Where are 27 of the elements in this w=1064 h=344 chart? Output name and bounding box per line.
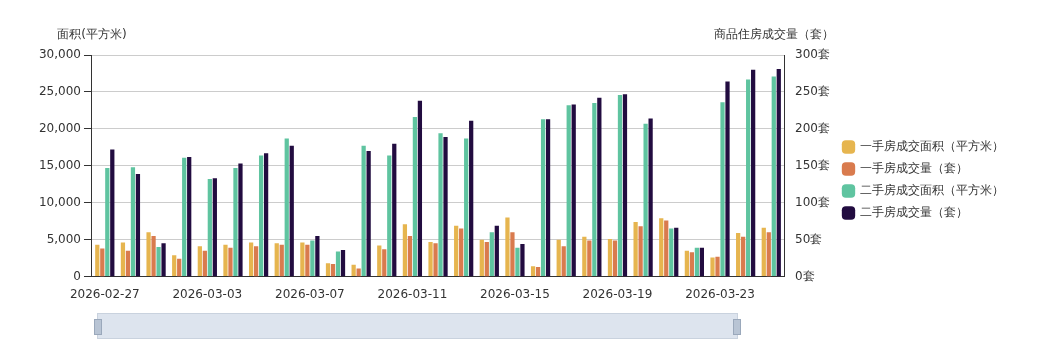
y2-tick-label: 250套 xyxy=(795,84,830,99)
x-tick-label: 2026-03-07 xyxy=(275,286,345,301)
x-tick-label: 2026-02-27 xyxy=(69,286,140,301)
y-tick-label: 10,000 xyxy=(38,194,81,209)
legend-label: 二手房成交面积（平方米） xyxy=(860,183,1004,198)
y2-tick-label: 300套 xyxy=(795,47,830,62)
x-tick-label: 2026-03-19 xyxy=(582,286,653,301)
x-tick-label: 2026-03-23 xyxy=(685,286,755,301)
x-tick-label: 2026-03-15 xyxy=(480,286,550,301)
legend-label: 一手房成交面积（平方米） xyxy=(860,139,1004,154)
x-tick-label: 2026-03-11 xyxy=(377,286,448,301)
legend-label: 二手房成交量（套） xyxy=(860,205,968,220)
y-tick-label: 5,000 xyxy=(46,231,81,246)
y-tick-label: 15,000 xyxy=(38,157,81,172)
y2-tick-label: 0套 xyxy=(795,268,815,283)
y2-tick-label: 150套 xyxy=(795,157,830,172)
y-axis-title: 面积(平方米) xyxy=(57,27,127,42)
y-tick-label: 0 xyxy=(73,268,81,283)
y2-tick-label: 100套 xyxy=(795,194,830,209)
y2-tick-label: 200套 xyxy=(795,120,830,135)
legend-label: 一手房成交量（套） xyxy=(860,161,968,176)
y-tick-label: 20,000 xyxy=(38,120,81,135)
x-tick-label: 2026-03-03 xyxy=(172,286,243,301)
y2-axis-title: 商品住房成交量（套） xyxy=(714,27,835,42)
y-tick-label: 30,000 xyxy=(38,47,81,62)
y-tick-label: 25,000 xyxy=(38,84,81,99)
y2-tick-label: 50套 xyxy=(795,231,823,246)
